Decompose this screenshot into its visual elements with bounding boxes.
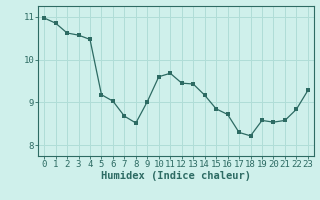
X-axis label: Humidex (Indice chaleur): Humidex (Indice chaleur) (101, 171, 251, 181)
